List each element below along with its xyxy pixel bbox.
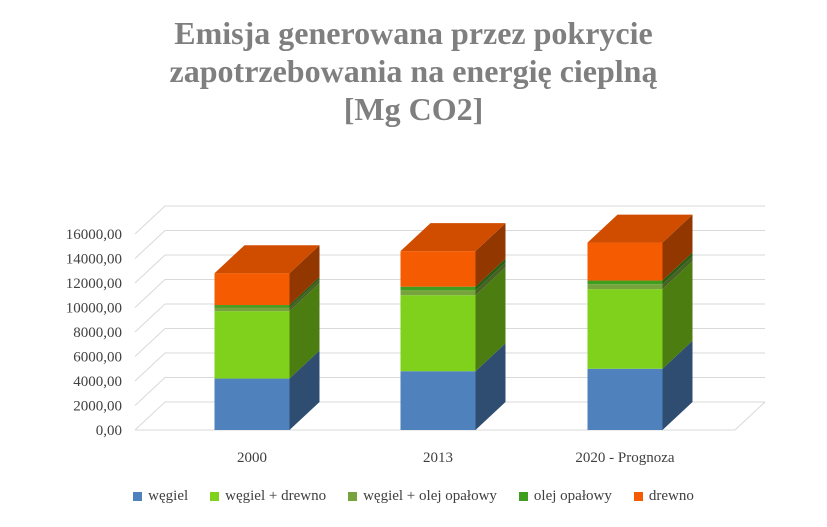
bar-top [587,214,693,243]
bar-front [214,305,290,308]
bar-side [289,350,320,430]
y-axis-ticks: 0,00 2000,00 4000,00 6000,00 8000,00 10000,00… [66,227,122,439]
y-tick-label: 2000,00 [73,399,122,415]
legend-label: węgiel + drewno [225,488,327,504]
bar-segment [214,245,320,306]
bar-stack [587,214,693,430]
bar-segment [214,277,320,308]
bar-side [475,267,506,372]
bars [214,214,693,430]
bar-front [214,378,290,430]
bar-top [214,245,320,274]
x-category-label: 2000 [237,450,267,466]
legend-label: węgiel [148,488,189,504]
bar-segment [214,283,320,379]
bar-front [214,311,290,379]
bar-side [475,262,506,296]
bar-top [400,223,506,252]
bar-side [662,256,693,290]
bar-segment [400,258,506,291]
bar-front [587,280,663,285]
gridline [134,303,765,333]
bar-side [662,252,693,285]
x-category-label: 2013 [423,450,453,466]
bar-front [400,251,476,287]
y-tick-label: 10000,00 [66,301,122,317]
legend-swatch [633,492,643,501]
bar-segment [400,223,506,287]
bar-front [400,295,476,372]
y-tick-label: 8000,00 [73,325,122,341]
legend-swatch [518,492,528,501]
legend-swatch [133,492,143,501]
bar-side [662,261,693,369]
bar-front [587,284,663,290]
bar-side [289,245,320,306]
bar-segment [214,350,320,430]
gridline [134,254,765,284]
chart-title-line-2: zapotrzebowania na energię cieplną [169,53,658,89]
bar-side [475,343,506,430]
legend-item: węgiel + olej opałowy [348,488,497,505]
bar-side [289,277,320,308]
legend-item: olej opałowy [518,488,612,505]
bar-side [662,340,693,430]
legend-item: drewno [633,488,694,505]
gridline [134,279,765,308]
floor-side-line [734,401,766,431]
bar-front [587,368,663,430]
gridline [134,377,765,406]
x-category-label: 2020 - Prognoza [575,450,674,466]
y-tick-label: 14000,00 [66,252,122,268]
bar-segment [587,214,693,281]
gridline [134,205,765,235]
bar-front [214,307,290,312]
bar-side [662,214,693,281]
bar-side [475,223,506,287]
chart-title-line-1: Emisja generowana przez pokrycie [174,15,653,51]
bar-side [289,283,320,379]
bar-segment [400,343,506,430]
gridline [134,352,765,382]
bar-segment [400,267,506,372]
legend: węgiel węgiel + drewno węgiel + olej opało… [0,488,827,505]
legend-label: węgiel + olej opałowy [363,488,497,504]
legend-label: drewno [648,488,694,504]
bar-side [289,279,320,312]
bar-front [214,273,290,306]
bar-front [400,286,476,291]
bar-front [400,371,476,430]
bar-segment [214,279,320,312]
y-tick-label: 12000,00 [66,276,122,292]
x-axis-categories: 2000 2013 2020 - Prognoza [237,450,675,466]
gridline [134,401,765,431]
legend-swatch [210,492,220,501]
bar-front [400,290,476,296]
bar-front [587,289,663,369]
bar-stack [214,245,320,430]
legend-label: olej opałowy [533,488,612,504]
y-tick-label: 0,00 [96,423,122,439]
legend-item: węgiel [133,488,188,505]
chart-title: Emisja generowana przez pokrycie zapotrz… [0,14,827,128]
legend-swatch [348,492,358,501]
bar-segment [587,261,693,369]
chart-title-line-3: [Mg CO2] [343,91,484,127]
bar-segment [587,340,693,430]
y-tick-label: 4000,00 [73,374,122,390]
bar-segment [587,256,693,290]
bar-front [587,242,663,281]
gridline [134,328,765,357]
bar-side [475,258,506,291]
y-tick-label: 6000,00 [73,350,122,366]
y-tick-label: 16000,00 [66,227,122,243]
gridline [134,230,765,259]
legend-item: węgiel + drewno [210,488,326,505]
bar-segment [587,252,693,285]
bar-stack [400,223,506,430]
bar-segment [400,262,506,296]
